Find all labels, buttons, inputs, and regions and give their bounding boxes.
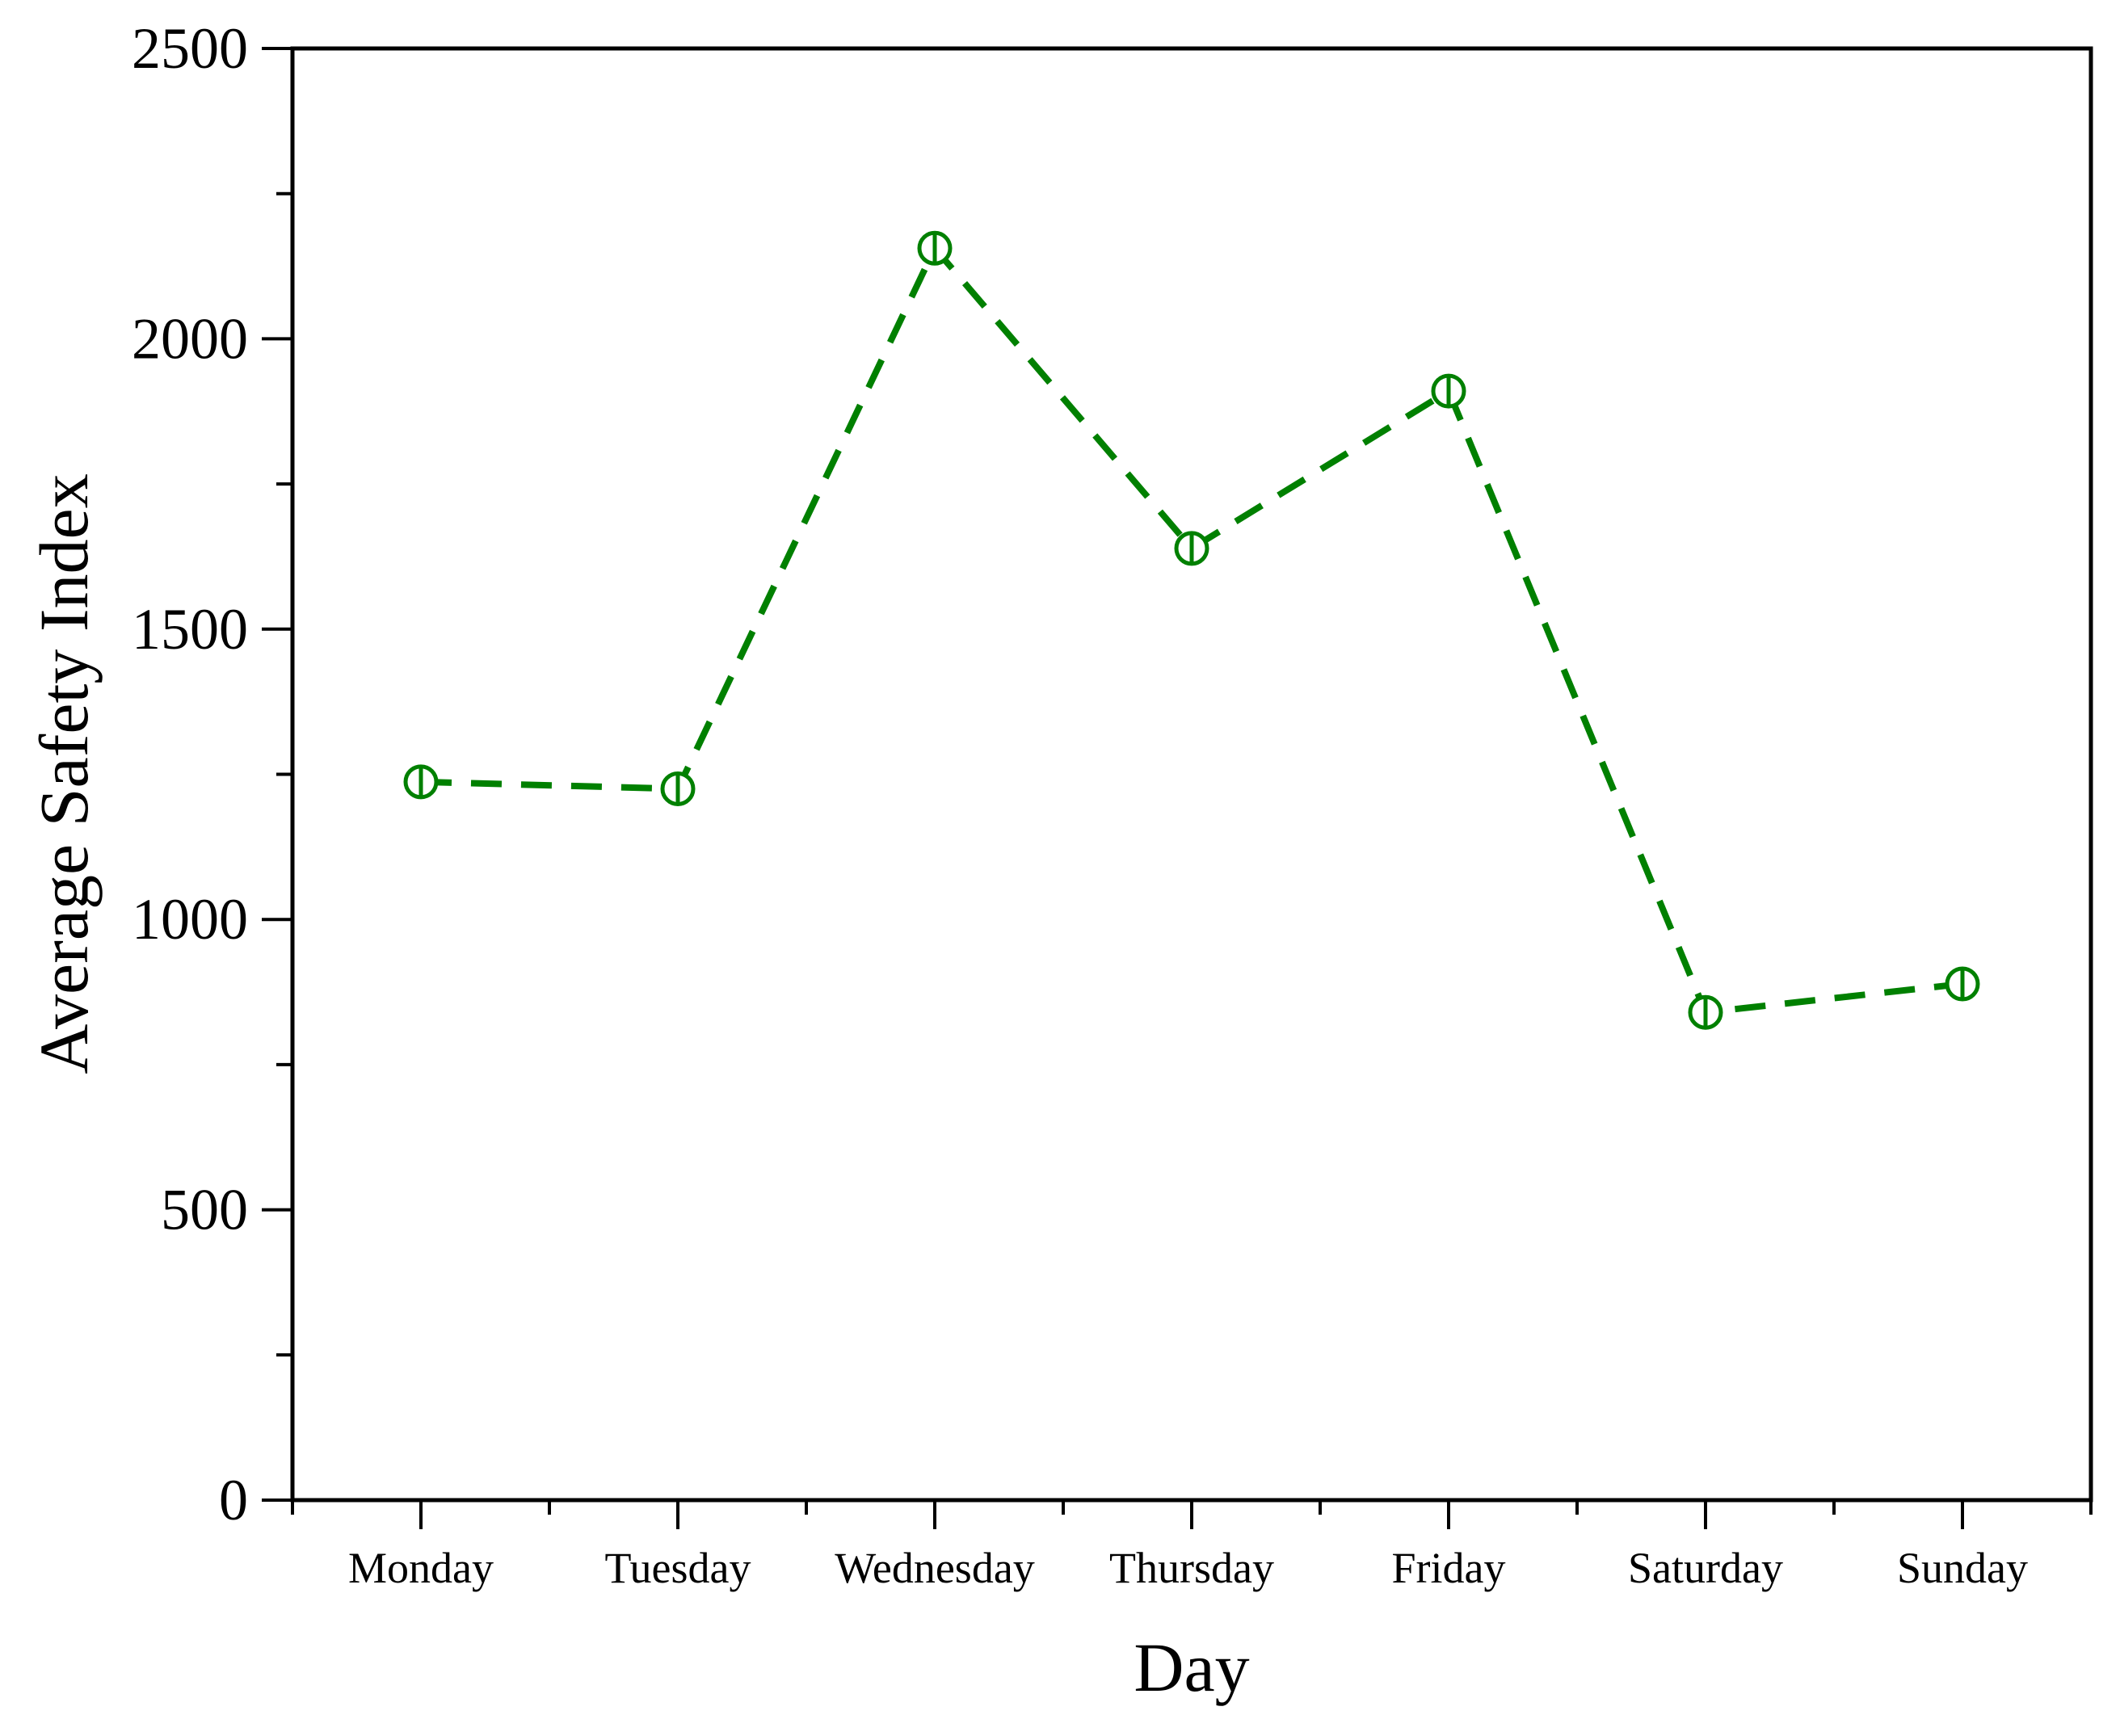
- y-tick-label: 2000: [132, 306, 248, 371]
- y-tick-label: 1000: [132, 887, 248, 952]
- x-tick-label: Saturday: [1628, 1544, 1783, 1592]
- x-tick-label: Monday: [348, 1544, 494, 1592]
- data-point-monday: [403, 764, 439, 800]
- plot-frame: [290, 46, 2093, 1503]
- series-line: [420, 245, 1963, 1016]
- data-point-wednesday: [917, 230, 953, 266]
- x-tick-label: Thursday: [1109, 1544, 1274, 1592]
- series-layer: [403, 230, 1980, 1030]
- y-axis-ticks: 0 500 1000 1500 2000 2500: [132, 16, 292, 1532]
- data-point-sunday: [1945, 966, 1980, 1002]
- y-tick-label: 0: [219, 1468, 248, 1532]
- data-point-tuesday: [660, 771, 696, 806]
- x-axis-title: Day: [1134, 1629, 1249, 1706]
- x-tick-label: Wednesday: [835, 1544, 1035, 1592]
- data-point-saturday: [1688, 994, 1723, 1030]
- y-axis-title: Average Safety Index: [25, 473, 103, 1074]
- y-tick-label: 2500: [132, 16, 248, 81]
- data-point-friday: [1431, 373, 1466, 409]
- x-tick-label: Sunday: [1897, 1544, 2028, 1592]
- x-tick-label: Friday: [1392, 1544, 1506, 1592]
- x-axis-ticks: Monday Tuesday Wednesday Thursday Friday Satu…: [291, 1500, 2093, 1592]
- data-point-thursday: [1174, 531, 1209, 566]
- y-tick-label: 500: [161, 1178, 248, 1242]
- x-tick-label: Tuesday: [604, 1544, 751, 1592]
- y-tick-label: 1500: [132, 597, 248, 662]
